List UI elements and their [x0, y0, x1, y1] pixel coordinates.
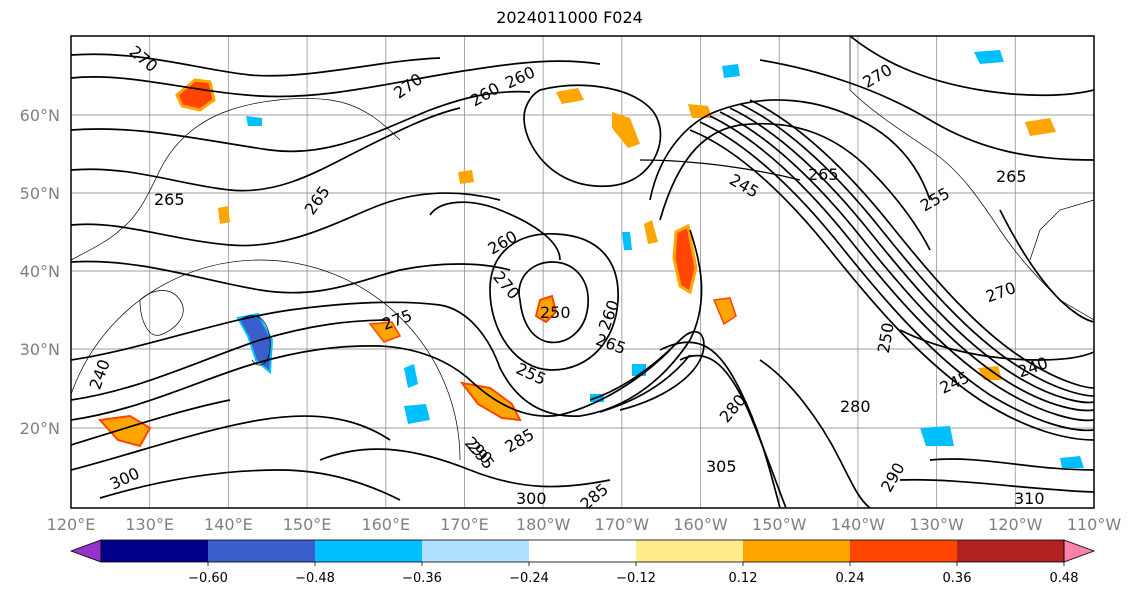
lon-label: 160°E	[361, 515, 410, 534]
colorbar-frame	[100, 539, 1065, 563]
contour-label: 280	[840, 397, 871, 416]
coastlines	[71, 36, 1094, 461]
colorbar-tick-label: −0.24	[509, 571, 549, 586]
lat-label: 20°N	[20, 419, 60, 438]
colorbar-tick-label: 0.48	[1050, 571, 1079, 586]
lon-label: 150°E	[283, 515, 332, 534]
lon-label: 160°W	[673, 515, 728, 534]
colorbar: −0.60 −0.48 −0.36 −0.24 −0.12 0.12 0.24 0.36 0.4…	[69, 539, 1096, 586]
lon-label: 140°W	[831, 515, 886, 534]
colorbar-tick-label: −0.60	[188, 571, 228, 586]
lon-label: 130°W	[909, 515, 964, 534]
colorbar-tick-label: 0.24	[836, 571, 865, 586]
lon-label: 110°W	[1067, 515, 1122, 534]
colorbar-segment	[850, 540, 958, 562]
colorbar-segment	[208, 540, 316, 562]
lon-label: 180°W	[516, 515, 571, 534]
contour-label: 310	[1014, 489, 1045, 508]
longitude-labels: 120°E 130°E 140°E 150°E 160°E 170°E 180°W 170°W…	[47, 515, 1122, 534]
colorbar-tick-label: 0.12	[729, 571, 758, 586]
lat-label: 30°N	[20, 340, 60, 359]
contour-label: 265	[154, 190, 185, 209]
colorbar-segment	[422, 540, 530, 562]
lon-label: 150°W	[752, 515, 807, 534]
colorbar-tick-label: −0.48	[295, 571, 335, 586]
colorbar-extend-low	[69, 539, 102, 563]
contour-label: 265	[996, 167, 1027, 186]
colorbar-segment	[957, 540, 1065, 562]
colorbar-tick-label: 0.36	[943, 571, 972, 586]
lat-label: 60°N	[20, 106, 60, 125]
lon-label: 130°E	[125, 515, 174, 534]
map-gridlines	[71, 36, 1094, 508]
colorbar-segment	[101, 540, 209, 562]
contour-label: 305	[706, 457, 737, 476]
contour-label: 265	[808, 165, 839, 184]
map-title: 2024011000 F024	[496, 8, 643, 27]
colorbar-segment	[529, 540, 637, 562]
lon-label: 120°W	[988, 515, 1043, 534]
contour-label: 300	[516, 489, 547, 508]
colorbar-tick-label: −0.12	[616, 571, 656, 586]
lat-label: 40°N	[20, 262, 60, 281]
lat-label: 50°N	[20, 184, 60, 203]
colorbar-segment	[636, 540, 744, 562]
lon-label: 170°W	[595, 515, 650, 534]
height-contours	[71, 36, 1094, 508]
anomaly-patches	[97, 50, 1084, 468]
lon-label: 170°E	[440, 515, 489, 534]
colorbar-segment	[743, 540, 851, 562]
lon-label: 140°E	[204, 515, 253, 534]
plot-frame	[70, 35, 1095, 509]
colorbar-extend-high	[1063, 539, 1096, 563]
colorbar-segment	[315, 540, 423, 562]
lon-label: 120°E	[47, 515, 96, 534]
latitude-labels: 60°N 50°N 40°N 30°N 20°N	[20, 106, 60, 438]
contour-label: 250	[540, 303, 571, 322]
colorbar-tick-label: −0.36	[402, 571, 442, 586]
